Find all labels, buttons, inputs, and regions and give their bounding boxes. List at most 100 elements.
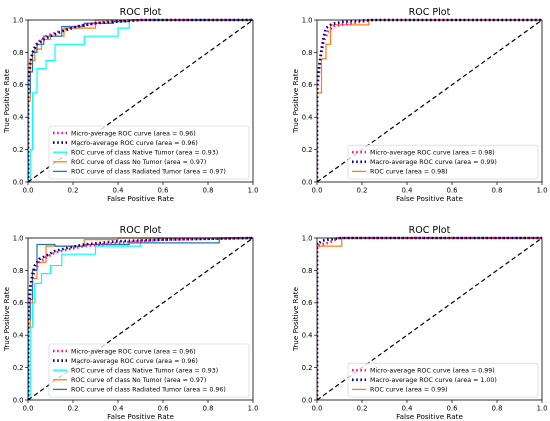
y-tick-label: 0.6 [302, 299, 313, 307]
roc-chart-2: ROC Plot 0.0 0.2 0.4 0.6 0.8 1.0 0.0 0.2 0.4 0.6 0.… [291, 7, 547, 203]
roc-chart-4: ROC Plot 0.0 0.2 0.4 0.6 0.8 1.0 0.0 0.2 0.4 0.6 0.… [291, 225, 547, 421]
y-tick-label: 0.0 [302, 178, 313, 186]
y-axis-label: True Positive Rate [291, 286, 300, 352]
x-tick-label: 0.2 [357, 405, 368, 413]
chart-title: ROC Plot [409, 225, 451, 236]
legend-label: ROC curve (area = 0.98) [370, 169, 448, 176]
y-tick-label: 0.4 [302, 332, 313, 340]
x-tick-label: 0.6 [158, 187, 169, 195]
x-axis-label: False Positive Rate [396, 194, 463, 203]
y-tick-label: 0.0 [13, 178, 24, 186]
y-tick-label: 0.4 [13, 332, 24, 340]
legend-frame [347, 144, 539, 180]
y-tick-label: 0.6 [13, 299, 24, 307]
axes-frame [316, 19, 543, 183]
roc-series-line [317, 236, 542, 400]
x-tick-label: 0.0 [312, 405, 323, 413]
legend-label: Macro-average ROC curve (area = 1.00) [370, 377, 497, 384]
x-tick-label: 0.8 [492, 405, 503, 413]
roc-chart-3: ROC Plot 0.0 0.2 0.4 0.6 0.8 1.0 0.0 0.2 0.4 0.6 0.… [2, 225, 258, 421]
legend-label: ROC curve of class Radiated Tumor (area … [71, 387, 226, 394]
roc-series-line [28, 19, 253, 182]
axes-frame [27, 19, 254, 183]
roc-series-line [28, 236, 254, 400]
plot-area [28, 236, 254, 400]
legend-frame [48, 343, 250, 398]
x-tick-label: 0.0 [23, 405, 34, 413]
roc-chart-1: ROC Plot 0.0 0.2 0.4 0.6 0.8 1.0 0.0 0.2 0.4 0.6 0.… [2, 7, 258, 203]
legend-label: Micro-average ROC curve (area = 0.96) [71, 348, 196, 355]
y-tick-label: 1.0 [13, 16, 24, 24]
y-tick-label: 0.8 [13, 49, 24, 57]
x-tick-label: 0.2 [68, 187, 79, 195]
chart-title: ROC Plot [409, 7, 451, 18]
legend-frame [48, 125, 250, 180]
x-tick-label: 0.6 [447, 405, 458, 413]
y-tick-label: 0.4 [13, 114, 24, 122]
legend: Micro-average ROC curve (area = 0.98) Mac… [347, 144, 539, 180]
legend: Micro-average ROC curve (area = 0.96) Mac… [48, 125, 250, 180]
x-tick-label: 0.6 [447, 187, 458, 195]
y-tick-label: 0.6 [13, 81, 24, 89]
roc-series-line [28, 237, 253, 400]
y-axis-label: True Positive Rate [291, 68, 300, 134]
y-tick-label: 0.0 [13, 396, 24, 404]
legend: Micro-average ROC curve (area = 0.99) Mac… [347, 362, 539, 398]
x-tick-label: 1.0 [537, 405, 548, 413]
axes-frame [27, 237, 254, 401]
x-tick-label: 0.0 [312, 187, 323, 195]
y-tick-label: 0.4 [302, 114, 313, 122]
x-tick-label: 0.2 [357, 187, 368, 195]
legend-label: ROC curve (area = 0.99) [370, 387, 448, 394]
legend-label: ROC curve of class No Tumor (area = 0.97… [71, 159, 206, 166]
y-tick-label: 1.0 [13, 234, 24, 242]
legend-label: ROC curve of class Native Tumor (area = … [71, 150, 218, 157]
x-axis-label: False Positive Rate [107, 194, 174, 203]
x-tick-label: 0.4 [402, 187, 413, 195]
y-tick-label: 0.0 [302, 396, 313, 404]
legend-label: ROC curve of class Radiated Tumor (area … [71, 169, 226, 176]
x-tick-label: 1.0 [248, 187, 259, 195]
y-axis-label: True Positive Rate [2, 68, 11, 134]
y-tick-label: 0.8 [13, 267, 24, 275]
legend-frame [347, 362, 539, 398]
x-tick-label: 0.8 [492, 187, 503, 195]
legend: Micro-average ROC curve (area = 0.96) Mac… [48, 343, 250, 398]
y-axis-label: True Positive Rate [2, 286, 11, 352]
y-tick-label: 0.2 [13, 146, 24, 154]
y-tick-label: 0.8 [302, 267, 313, 275]
x-tick-label: 0.8 [203, 405, 214, 413]
roc-series-line [28, 18, 253, 182]
axes-frame [316, 237, 543, 401]
legend-label: Macro-average ROC curve (area = 0.99) [370, 159, 497, 166]
legend-label: Micro-average ROC curve (area = 0.99) [370, 368, 495, 375]
x-axis-label: False Positive Rate [396, 412, 463, 421]
x-tick-label: 0.2 [68, 405, 79, 413]
x-tick-label: 0.4 [402, 405, 413, 413]
legend-label: Macro-average ROC curve (area = 0.96) [71, 140, 198, 147]
y-tick-label: 0.8 [302, 49, 313, 57]
legend-label: Micro-average ROC curve (area = 0.98) [370, 150, 495, 157]
y-tick-label: 0.2 [302, 146, 313, 154]
legend-label: Macro-average ROC curve (area = 0.96) [71, 358, 198, 365]
x-tick-label: 1.0 [248, 405, 259, 413]
x-tick-label: 0.6 [158, 405, 169, 413]
roc-series-line [317, 19, 542, 182]
x-axis-label: False Positive Rate [107, 412, 174, 421]
roc-series-line [317, 18, 542, 182]
roc-series-line [28, 237, 253, 400]
x-tick-label: 0.4 [113, 405, 124, 413]
x-tick-label: 0.0 [23, 187, 34, 195]
x-tick-label: 0.8 [203, 187, 214, 195]
y-tick-label: 0.2 [302, 364, 313, 372]
legend-label: ROC curve of class No Tumor (area = 0.97… [71, 377, 206, 384]
legend-label: Micro-average ROC curve (area = 0.96) [71, 130, 196, 137]
chart-title: ROC Plot [120, 7, 162, 18]
y-tick-label: 0.2 [13, 364, 24, 372]
y-tick-label: 1.0 [302, 234, 313, 242]
x-tick-label: 1.0 [537, 187, 548, 195]
y-tick-label: 0.6 [302, 81, 313, 89]
chart-title: ROC Plot [120, 225, 162, 236]
y-tick-label: 1.0 [302, 16, 313, 24]
